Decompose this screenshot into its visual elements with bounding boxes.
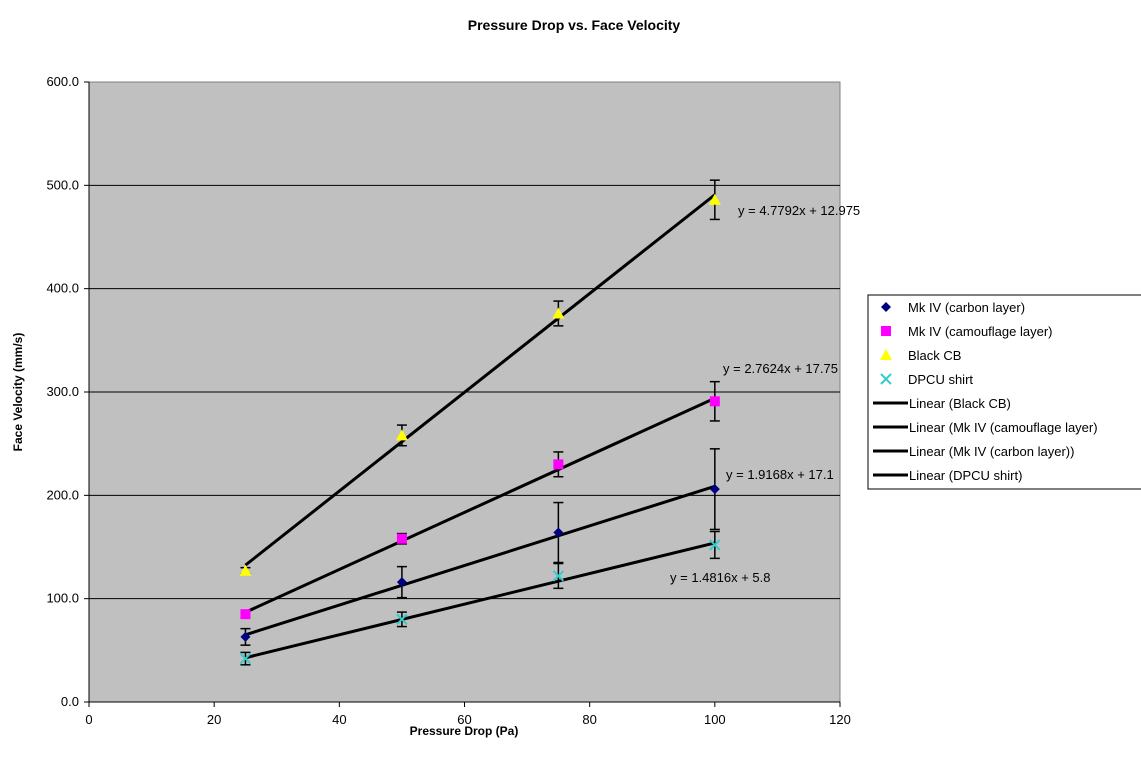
data-point — [239, 564, 252, 576]
x-marker-stroke — [880, 373, 892, 385]
legend: Mk IV (carbon layer) Mk IV (camouflage la… — [867, 294, 1141, 490]
data-point — [709, 484, 720, 495]
data-point — [395, 429, 408, 441]
x-axis-label: Pressure Drop (Pa) — [410, 724, 519, 738]
data-point — [552, 307, 565, 319]
legend-items: Mk IV (carbon layer) Mk IV (camouflage la… — [873, 300, 1098, 483]
y-tick-label: 100.0 — [46, 591, 79, 606]
legend-label: Linear (Mk IV (carbon layer)) — [909, 444, 1074, 459]
trendline — [244, 193, 716, 567]
trendline — [244, 396, 716, 614]
trendline — [245, 484, 716, 637]
legend-label: DPCU shirt — [908, 372, 973, 387]
trendline-equation-carbon: y = 1.9168x + 17.1 — [726, 467, 834, 482]
legend-label: Mk IV (carbon layer) — [908, 300, 1025, 315]
data-point — [240, 631, 251, 642]
trendline-equation-camouflage: y = 2.7624x + 17.75 — [723, 361, 838, 376]
data-point — [396, 533, 407, 544]
x-axis-ticks: 0 20 40 60 80 100 120 — [85, 702, 851, 727]
legend-label: Mk IV (camouflage layer) — [908, 324, 1053, 339]
data-point — [708, 193, 721, 205]
legend-label: Linear (Mk IV (camouflage layer) — [909, 420, 1098, 435]
x-marker-stroke — [552, 570, 565, 582]
legend-box — [867, 294, 1141, 490]
x-tick-label: 80 — [582, 712, 596, 727]
data-point — [240, 609, 251, 620]
x-tick-label: 20 — [207, 712, 221, 727]
x-marker-stroke — [396, 613, 408, 626]
y-tick-label: 600.0 — [46, 74, 79, 89]
y-tick-label: 500.0 — [46, 177, 79, 192]
legend-marker — [880, 349, 892, 360]
data-point — [552, 570, 565, 582]
trendline — [245, 541, 716, 660]
x-marker-stroke — [239, 652, 252, 665]
data-point — [396, 613, 408, 626]
x-tick-label: 0 — [85, 712, 92, 727]
data-point — [709, 539, 721, 551]
chart-title: Pressure Drop vs. Face Velocity — [468, 17, 681, 33]
y-axis-label: Face Velocity (mm/s) — [11, 333, 25, 452]
legend-marker — [881, 326, 891, 336]
x-tick-label: 60 — [457, 712, 471, 727]
legend-label: Linear (DPCU shirt) — [909, 468, 1022, 483]
x-tick-label: 120 — [829, 712, 851, 727]
data-point — [239, 652, 252, 665]
y-tick-label: 400.0 — [46, 281, 79, 296]
data-point — [396, 577, 407, 588]
legend-label: Linear (Black CB) — [909, 396, 1011, 411]
data-point — [709, 396, 720, 407]
trendline-equation-dpcu: y = 1.4816x + 5.8 — [670, 570, 770, 585]
data-point — [553, 527, 564, 538]
x-marker-stroke — [709, 539, 721, 551]
legend-marker — [880, 373, 892, 385]
x-tick-label: 100 — [704, 712, 726, 727]
x-tick-label: 40 — [332, 712, 346, 727]
y-tick-label: 300.0 — [46, 384, 79, 399]
legend-label: Black CB — [908, 348, 961, 363]
trendlines — [244, 193, 716, 660]
data-points — [239, 193, 721, 665]
legend-marker — [881, 302, 891, 312]
data-point — [553, 459, 564, 470]
y-tick-label: 0.0 — [61, 694, 79, 709]
y-axis-ticks: 0.0 100.0 200.0 300.0 400.0 500.0 600.0 — [46, 74, 89, 709]
y-tick-label: 200.0 — [46, 487, 79, 502]
trendline-equation-black-cb: y = 4.7792x + 12.975 — [738, 203, 860, 218]
